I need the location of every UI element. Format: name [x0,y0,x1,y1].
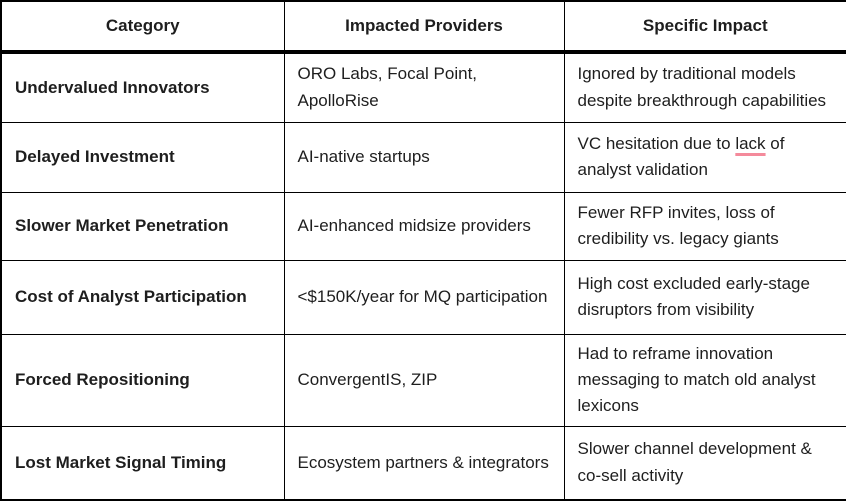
category-cell: Lost Market Signal Timing [0,425,285,501]
providers-cell: AI-enhanced midsize providers [283,191,565,261]
table-header-row: Category Impacted Providers Specific Imp… [0,0,846,54]
impact-cell: High cost excluded early-stage disruptor… [563,259,846,335]
impact-text: VC hesitation due to [577,133,736,153]
providers-cell: <$150K/year for MQ participation [283,259,565,335]
impact-cell: Fewer RFP invites, loss of credibility v… [563,191,846,261]
column-header-impacted-providers: Impacted Providers [283,0,565,54]
impact-cell: Ignored by traditional models despite br… [563,51,846,123]
column-header-specific-impact: Specific Impact [563,0,846,54]
category-cell: Delayed Investment [0,121,285,193]
impact-text: of analyst validation [577,133,785,179]
table-row: Lost Market Signal Timing Ecosystem part… [0,425,846,501]
table-row: Slower Market Penetration AI-enhanced mi… [0,191,846,261]
table-row: Forced Repositioning ConvergentIS, ZIP H… [0,333,846,427]
table-row: Cost of Analyst Participation <$150K/yea… [0,259,846,335]
impact-cell: VC hesitation due to lack of analyst val… [563,121,846,193]
providers-cell: AI-native startups [283,121,565,193]
impact-cell: Had to reframe innovation messaging to m… [563,333,846,427]
providers-cell: ORO Labs, Focal Point, ApolloRise [283,51,565,123]
column-header-category: Category [0,0,285,54]
providers-cell: Ecosystem partners & integrators [283,425,565,501]
table-row: Undervalued Innovators ORO Labs, Focal P… [0,51,846,123]
category-cell: Cost of Analyst Participation [0,259,285,335]
impact-cell: Slower channel development & co-sell act… [563,425,846,501]
category-cell: Undervalued Innovators [0,51,285,123]
category-cell: Forced Repositioning [0,333,285,427]
table-row: Delayed Investment AI-native startups VC… [0,121,846,193]
providers-cell: ConvergentIS, ZIP [283,333,565,427]
category-cell: Slower Market Penetration [0,191,285,261]
spellcheck-flagged-word: lack [735,133,766,153]
